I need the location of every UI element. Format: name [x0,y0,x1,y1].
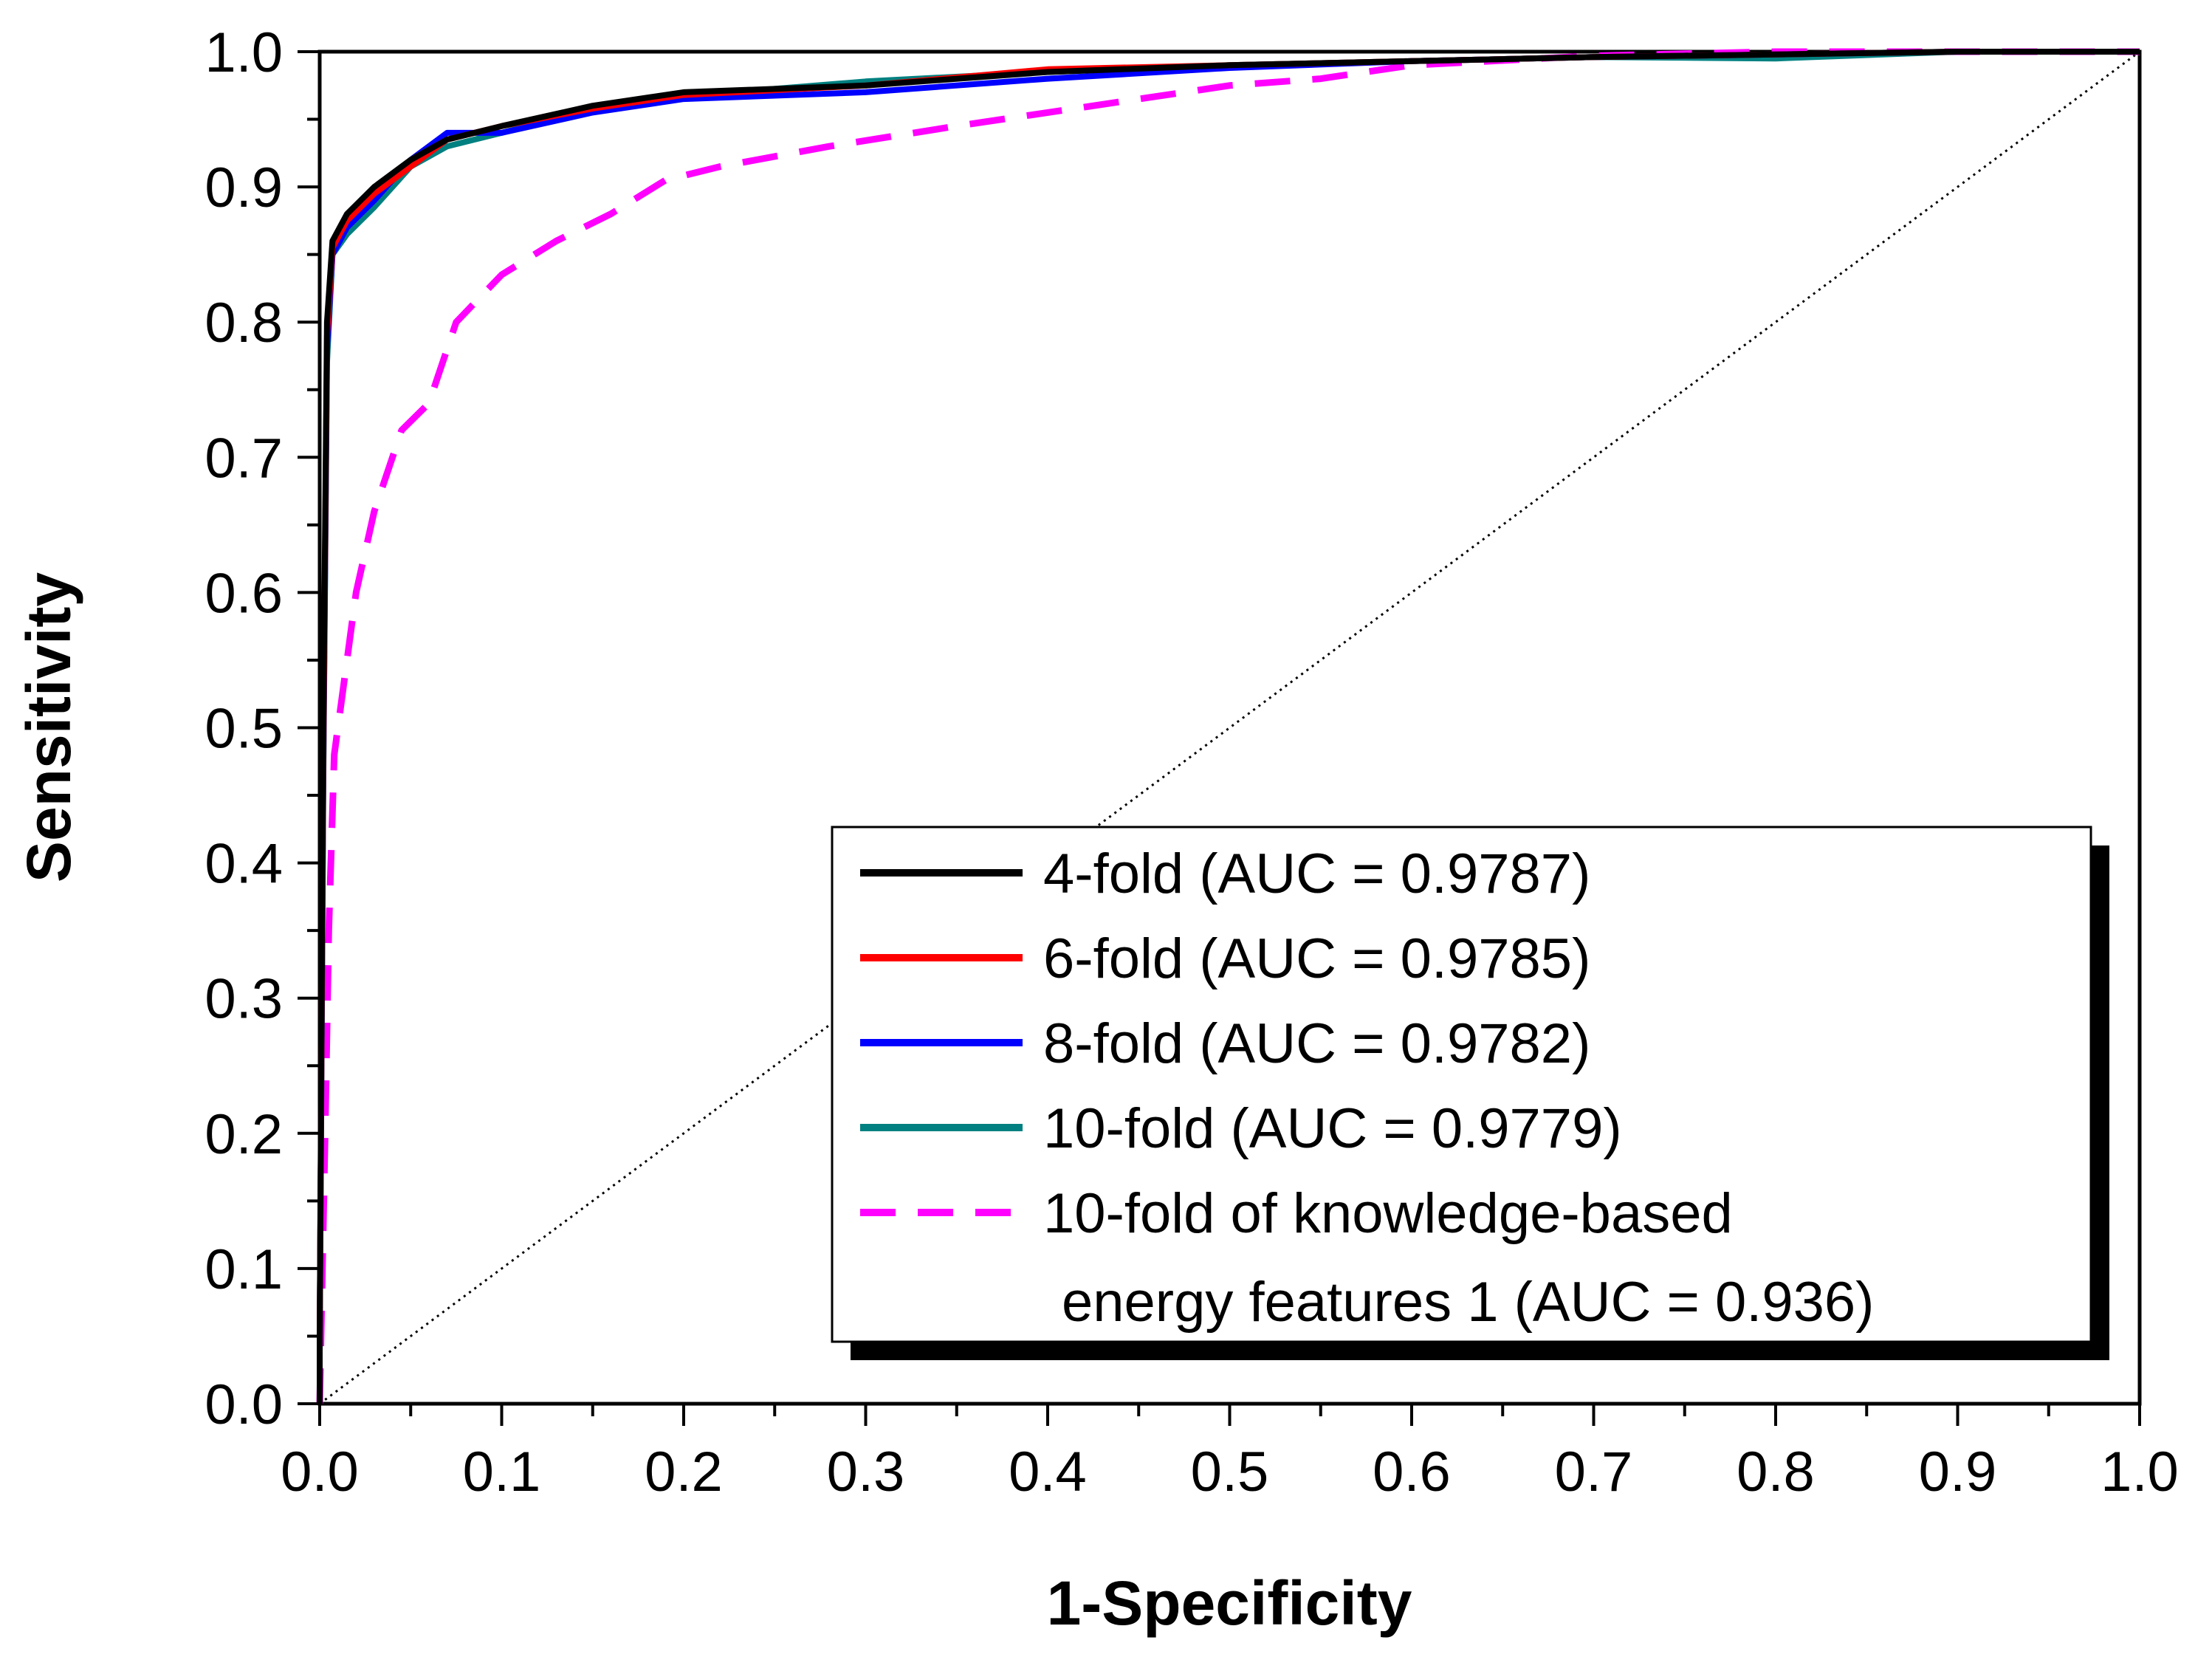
x-tick-label: 0.4 [1009,1441,1087,1503]
y-tick-label: 0.7 [205,427,283,490]
series-layer [316,48,2140,1404]
y-axis-title: Sensitivity [14,572,83,882]
x-tick-label: 0.0 [281,1441,359,1503]
legend-label-8fold: 8-fold (AUC = 0.9782) [1043,1012,1590,1075]
x-axis: 0.0 0.1 0.2 0.3 0.4 0.5 0.6 0.7 0.8 0.9 1.0 [281,1404,2179,1503]
y-tick-label: 0.4 [205,833,283,896]
y-tick-label: 1.0 [205,21,283,84]
y-tick-label: 0.1 [205,1238,283,1301]
legend-label-4fold: 4-fold (AUC = 0.9787) [1043,843,1590,905]
y-tick-label: 0.0 [205,1373,283,1436]
x-tick-label: 0.5 [1191,1441,1269,1503]
x-tick-label: 0.8 [1737,1441,1815,1503]
legend-label-knowledge-based-line2: energy features 1 (AUC = 0.936) [1062,1271,1874,1334]
y-tick-label: 0.2 [205,1103,283,1166]
y-tick-label: 0.3 [205,968,283,1031]
reference-diagonal [319,50,2140,1405]
x-tick-label: 0.1 [463,1441,541,1503]
legend-label-knowledge-based-line1: 10-fold of knowledge-based [1043,1182,1733,1245]
x-tick-label: 0.9 [1919,1441,1997,1503]
y-tick-label: 0.9 [205,157,283,219]
x-tick-label: 1.0 [2101,1441,2179,1503]
y-axis: 0.0 0.1 0.2 0.3 0.4 0.5 0.6 0.7 0.8 0.9 1.0 [205,21,320,1436]
x-tick-label: 0.3 [827,1441,905,1503]
y-tick-label: 0.5 [205,698,283,761]
legend-label-10fold: 10-fold (AUC = 0.9779) [1043,1097,1622,1160]
y-tick-label: 0.6 [205,562,283,625]
x-tick-label: 0.2 [645,1441,723,1503]
reference-diagonal-layer [319,50,2140,1405]
legend-box [831,826,2092,1343]
y-tick-label: 0.8 [205,292,283,354]
legend: 4-fold (AUC = 0.9787) 6-fold (AUC = 0.97… [831,826,2109,1360]
series-line-0 [317,49,2140,1404]
legend-label-6fold: 6-fold (AUC = 0.9785) [1043,927,1590,990]
x-tick-label: 0.7 [1555,1441,1633,1503]
x-axis-title: 1-Specificity [1047,1568,1412,1638]
series-line-4 [316,48,2140,1404]
x-tick-label: 0.6 [1373,1441,1451,1503]
